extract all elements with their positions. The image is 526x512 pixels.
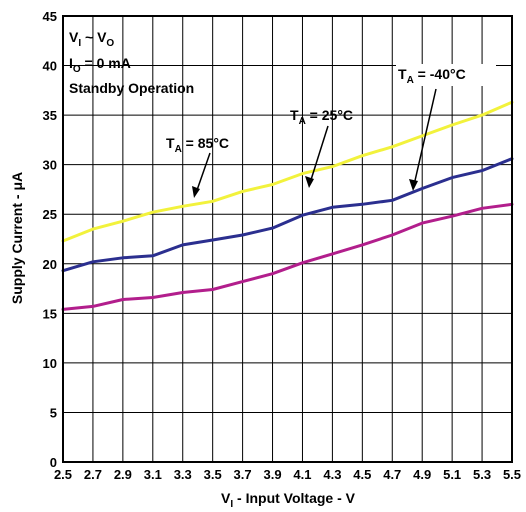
y-tick-label: 20 [43, 257, 57, 272]
condition-vi-vo: VI ~ VO [69, 29, 114, 49]
arrowhead-85c [192, 186, 200, 198]
x-tick-label: 4.9 [413, 467, 431, 482]
x-tick-label: 4.3 [323, 467, 341, 482]
plot-frame [62, 15, 513, 463]
arrowhead-minus40c [409, 179, 418, 191]
x-tick-label: 3.5 [204, 467, 222, 482]
arrowhead-25c [305, 176, 314, 188]
label-25c: TA = 25°C [290, 107, 353, 188]
y-tick-label: 5 [50, 405, 57, 420]
x-tick-label: 5.3 [473, 467, 491, 482]
series-minus40c-line [61, 202, 514, 311]
y-tick-label: 10 [43, 356, 57, 371]
label-85c: TA = 85°C [166, 135, 229, 198]
condition-io: IO = 0 mA [69, 55, 131, 75]
condition-standby: Standby Operation [69, 80, 194, 96]
x-axis-label: VI - Input Voltage - V [221, 490, 356, 510]
x-tick-label: 3.1 [144, 467, 162, 482]
x-tick-label: 2.7 [84, 467, 102, 482]
x-tick-labels: 2.5 2.7 2.9 3.1 3.3 3.5 3.7 3.9 4.1 4.3 4.5 4.7 4.9 5… [54, 467, 521, 482]
x-tick-label: 2.9 [114, 467, 132, 482]
x-tick-label: 2.5 [54, 467, 72, 482]
x-tick-label: 3.9 [263, 467, 281, 482]
y-axis-label: Supply Current - μA [9, 172, 25, 304]
x-tick-label: 4.7 [383, 467, 401, 482]
y-tick-label: 25 [43, 207, 57, 222]
y-tick-label: 40 [43, 59, 57, 74]
label-minus40c: TA = -40°C [396, 64, 496, 191]
conditions-box: VI ~ VO IO = 0 mA Standby Operation [69, 29, 194, 96]
series-label-minus40c: TA = -40°C [398, 66, 466, 86]
arrow-minus40c [413, 88, 437, 186]
grid [62, 15, 513, 463]
y-tick-label: 15 [43, 306, 57, 321]
x-tick-label: 4.5 [353, 467, 371, 482]
series-layer [61, 100, 514, 311]
label-minus40c-backdrop [396, 64, 496, 86]
y-tick-label: 30 [43, 158, 57, 173]
x-tick-label: 5.5 [503, 467, 521, 482]
series-label-25c: TA = 25°C [290, 107, 353, 127]
y-tick-label: 0 [50, 455, 57, 470]
x-tick-label: 4.1 [293, 467, 311, 482]
series-85c-line [61, 100, 514, 243]
x-tick-label: 5.1 [443, 467, 461, 482]
x-tick-label: 3.7 [234, 467, 252, 482]
y-tick-labels: 0 5 10 15 20 25 30 35 40 45 [43, 9, 57, 470]
x-tick-label: 3.3 [174, 467, 192, 482]
y-tick-label: 35 [43, 108, 57, 123]
series-label-85c: TA = 85°C [166, 135, 229, 155]
series-25c-line [61, 157, 514, 273]
arrow-85c [195, 152, 211, 194]
y-tick-label: 45 [43, 9, 57, 24]
arrow-25c [309, 125, 329, 184]
